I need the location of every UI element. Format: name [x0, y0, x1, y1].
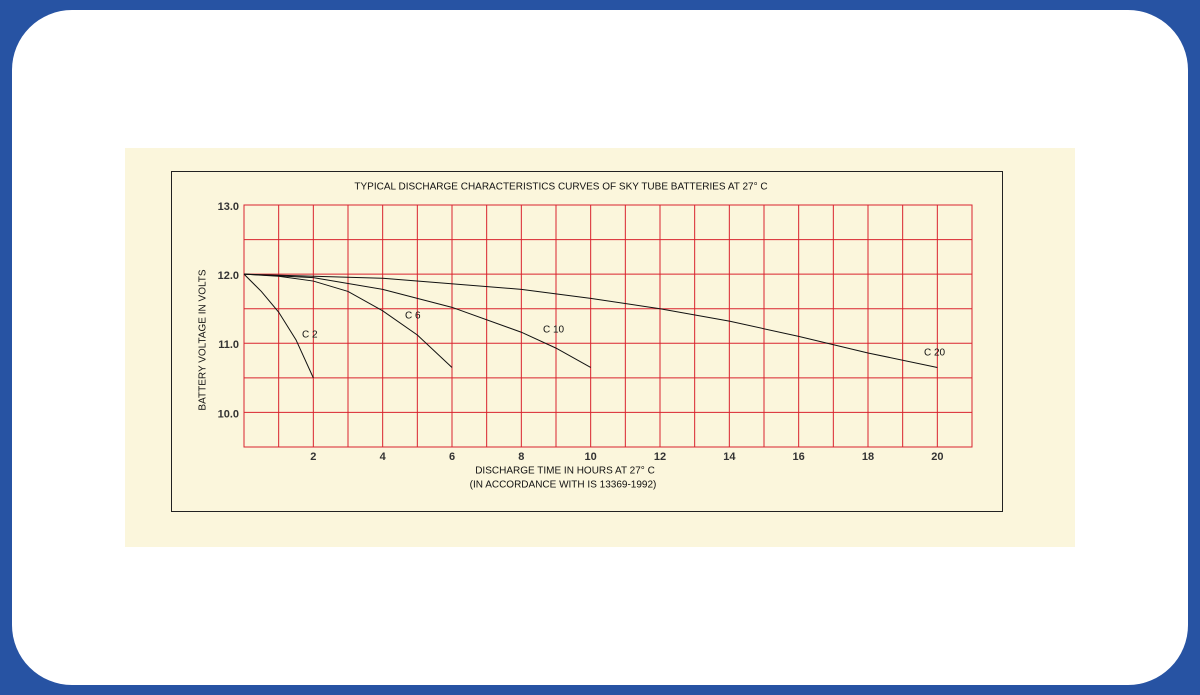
x-tick-label: 12	[654, 451, 666, 463]
series-label: C 6	[405, 311, 421, 322]
chart-border	[171, 171, 1003, 512]
series-label: C 2	[302, 330, 318, 341]
plot-frame	[243, 204, 973, 448]
x-tick-label: 6	[449, 451, 455, 463]
series-label: C 20	[924, 348, 946, 359]
x-tick-label: 8	[518, 451, 524, 463]
x-tick-label: 10	[585, 451, 597, 463]
y-tick-label: 11.0	[218, 339, 239, 351]
y-tick-label: 13.0	[218, 201, 239, 213]
y-axis-title: BATTERY VOLTAGE IN VOLTS	[198, 269, 209, 410]
x-tick-label: 14	[723, 451, 736, 463]
series-line	[243, 273, 591, 368]
y-tick-label: 12.0	[218, 270, 239, 282]
x-tick-label: 16	[793, 451, 805, 463]
series-line	[243, 273, 314, 379]
y-tick-label: 10.0	[218, 408, 239, 420]
chart-title: TYPICAL DISCHARGE CHARACTERISTICS CURVES…	[354, 182, 767, 193]
x-tick-label: 4	[380, 451, 387, 463]
series-label: C 10	[543, 325, 565, 336]
chart-panel	[125, 148, 1075, 547]
x-axis-title: DISCHARGE TIME IN HOURS AT 27° C	[475, 466, 655, 477]
x-axis-subtitle: (IN ACCORDANCE WITH IS 13369-1992)	[470, 480, 657, 491]
x-tick-label: 2	[310, 451, 316, 463]
series-line	[243, 273, 938, 368]
x-tick-label: 18	[862, 451, 874, 463]
x-tick-label: 20	[931, 451, 943, 463]
